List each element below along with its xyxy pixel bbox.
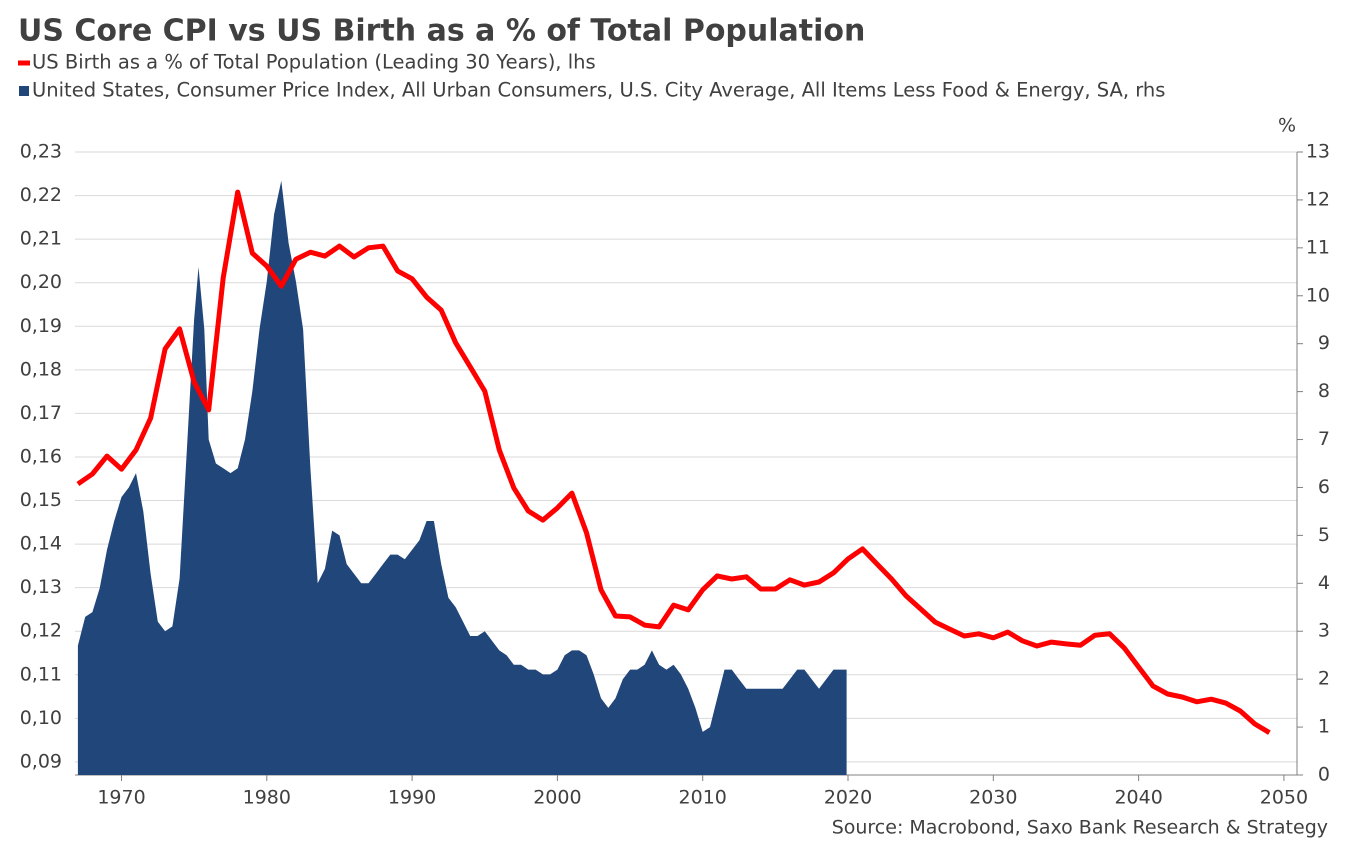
- y2-tick-label: 2: [1318, 668, 1330, 690]
- y-tick-label: 0,14: [20, 533, 62, 555]
- y-tick-label: 0,16: [20, 445, 62, 467]
- y2-tick-label: 11: [1306, 236, 1330, 258]
- y-tick-label: 0,18: [20, 358, 62, 380]
- y2-tick-label: 5: [1318, 524, 1330, 546]
- y-tick-label: 0,22: [20, 184, 62, 206]
- y-tick-label: 0,17: [20, 402, 62, 424]
- y-tick-label: 0,11: [20, 663, 62, 685]
- y2-tick-label: 13: [1306, 141, 1330, 163]
- y2-tick-label: 1: [1318, 716, 1330, 738]
- y-tick-label: 0,12: [20, 620, 62, 642]
- y2-tick-label: 12: [1306, 188, 1330, 210]
- birth-line: [76, 189, 1271, 735]
- y-tick-label: 0,21: [20, 228, 62, 250]
- y-tick-label: 0,20: [20, 271, 62, 293]
- x-tick-label: 2000: [533, 787, 581, 809]
- x-tick-label: 2050: [1260, 787, 1308, 809]
- x-tick-label: 2040: [1114, 787, 1162, 809]
- y2-unit: %: [1278, 115, 1296, 137]
- y-tick-label: 0,23: [20, 141, 62, 163]
- y2-tick-label: 8: [1318, 380, 1330, 402]
- x-tick-label: 2030: [969, 787, 1017, 809]
- y2-tick-label: 0: [1318, 764, 1330, 786]
- legend-label: United States, Consumer Price Index, All…: [32, 79, 1165, 102]
- x-tick-label: 1970: [97, 787, 145, 809]
- source-note: Source: Macrobond, Saxo Bank Research & …: [832, 817, 1328, 839]
- y2-tick-label: 9: [1318, 332, 1330, 354]
- y2-tick-label: 7: [1318, 428, 1330, 450]
- y2-tick-label: 3: [1318, 620, 1330, 642]
- cpi-area: [77, 180, 847, 776]
- y2-tick-label: 10: [1306, 284, 1330, 306]
- x-tick-label: 2020: [824, 787, 872, 809]
- y-tick-label: 0,10: [20, 707, 62, 729]
- y2-tick-label: 6: [1318, 476, 1330, 498]
- legend-swatch: [19, 86, 29, 96]
- y-tick-label: 0,13: [20, 576, 62, 598]
- x-tick-label: 1980: [243, 787, 291, 809]
- y-tick-label: 0,19: [20, 315, 62, 337]
- legend-label: US Birth as a % of Total Population (Lea…: [32, 51, 596, 74]
- chart-title: US Core CPI vs US Birth as a % of Total …: [18, 14, 865, 49]
- y-tick-label: 0,15: [20, 489, 62, 511]
- x-tick-label: 1990: [388, 787, 436, 809]
- y-tick-label: 0,09: [20, 750, 62, 772]
- x-tick-label: 2010: [679, 787, 727, 809]
- y2-tick-label: 4: [1318, 572, 1330, 594]
